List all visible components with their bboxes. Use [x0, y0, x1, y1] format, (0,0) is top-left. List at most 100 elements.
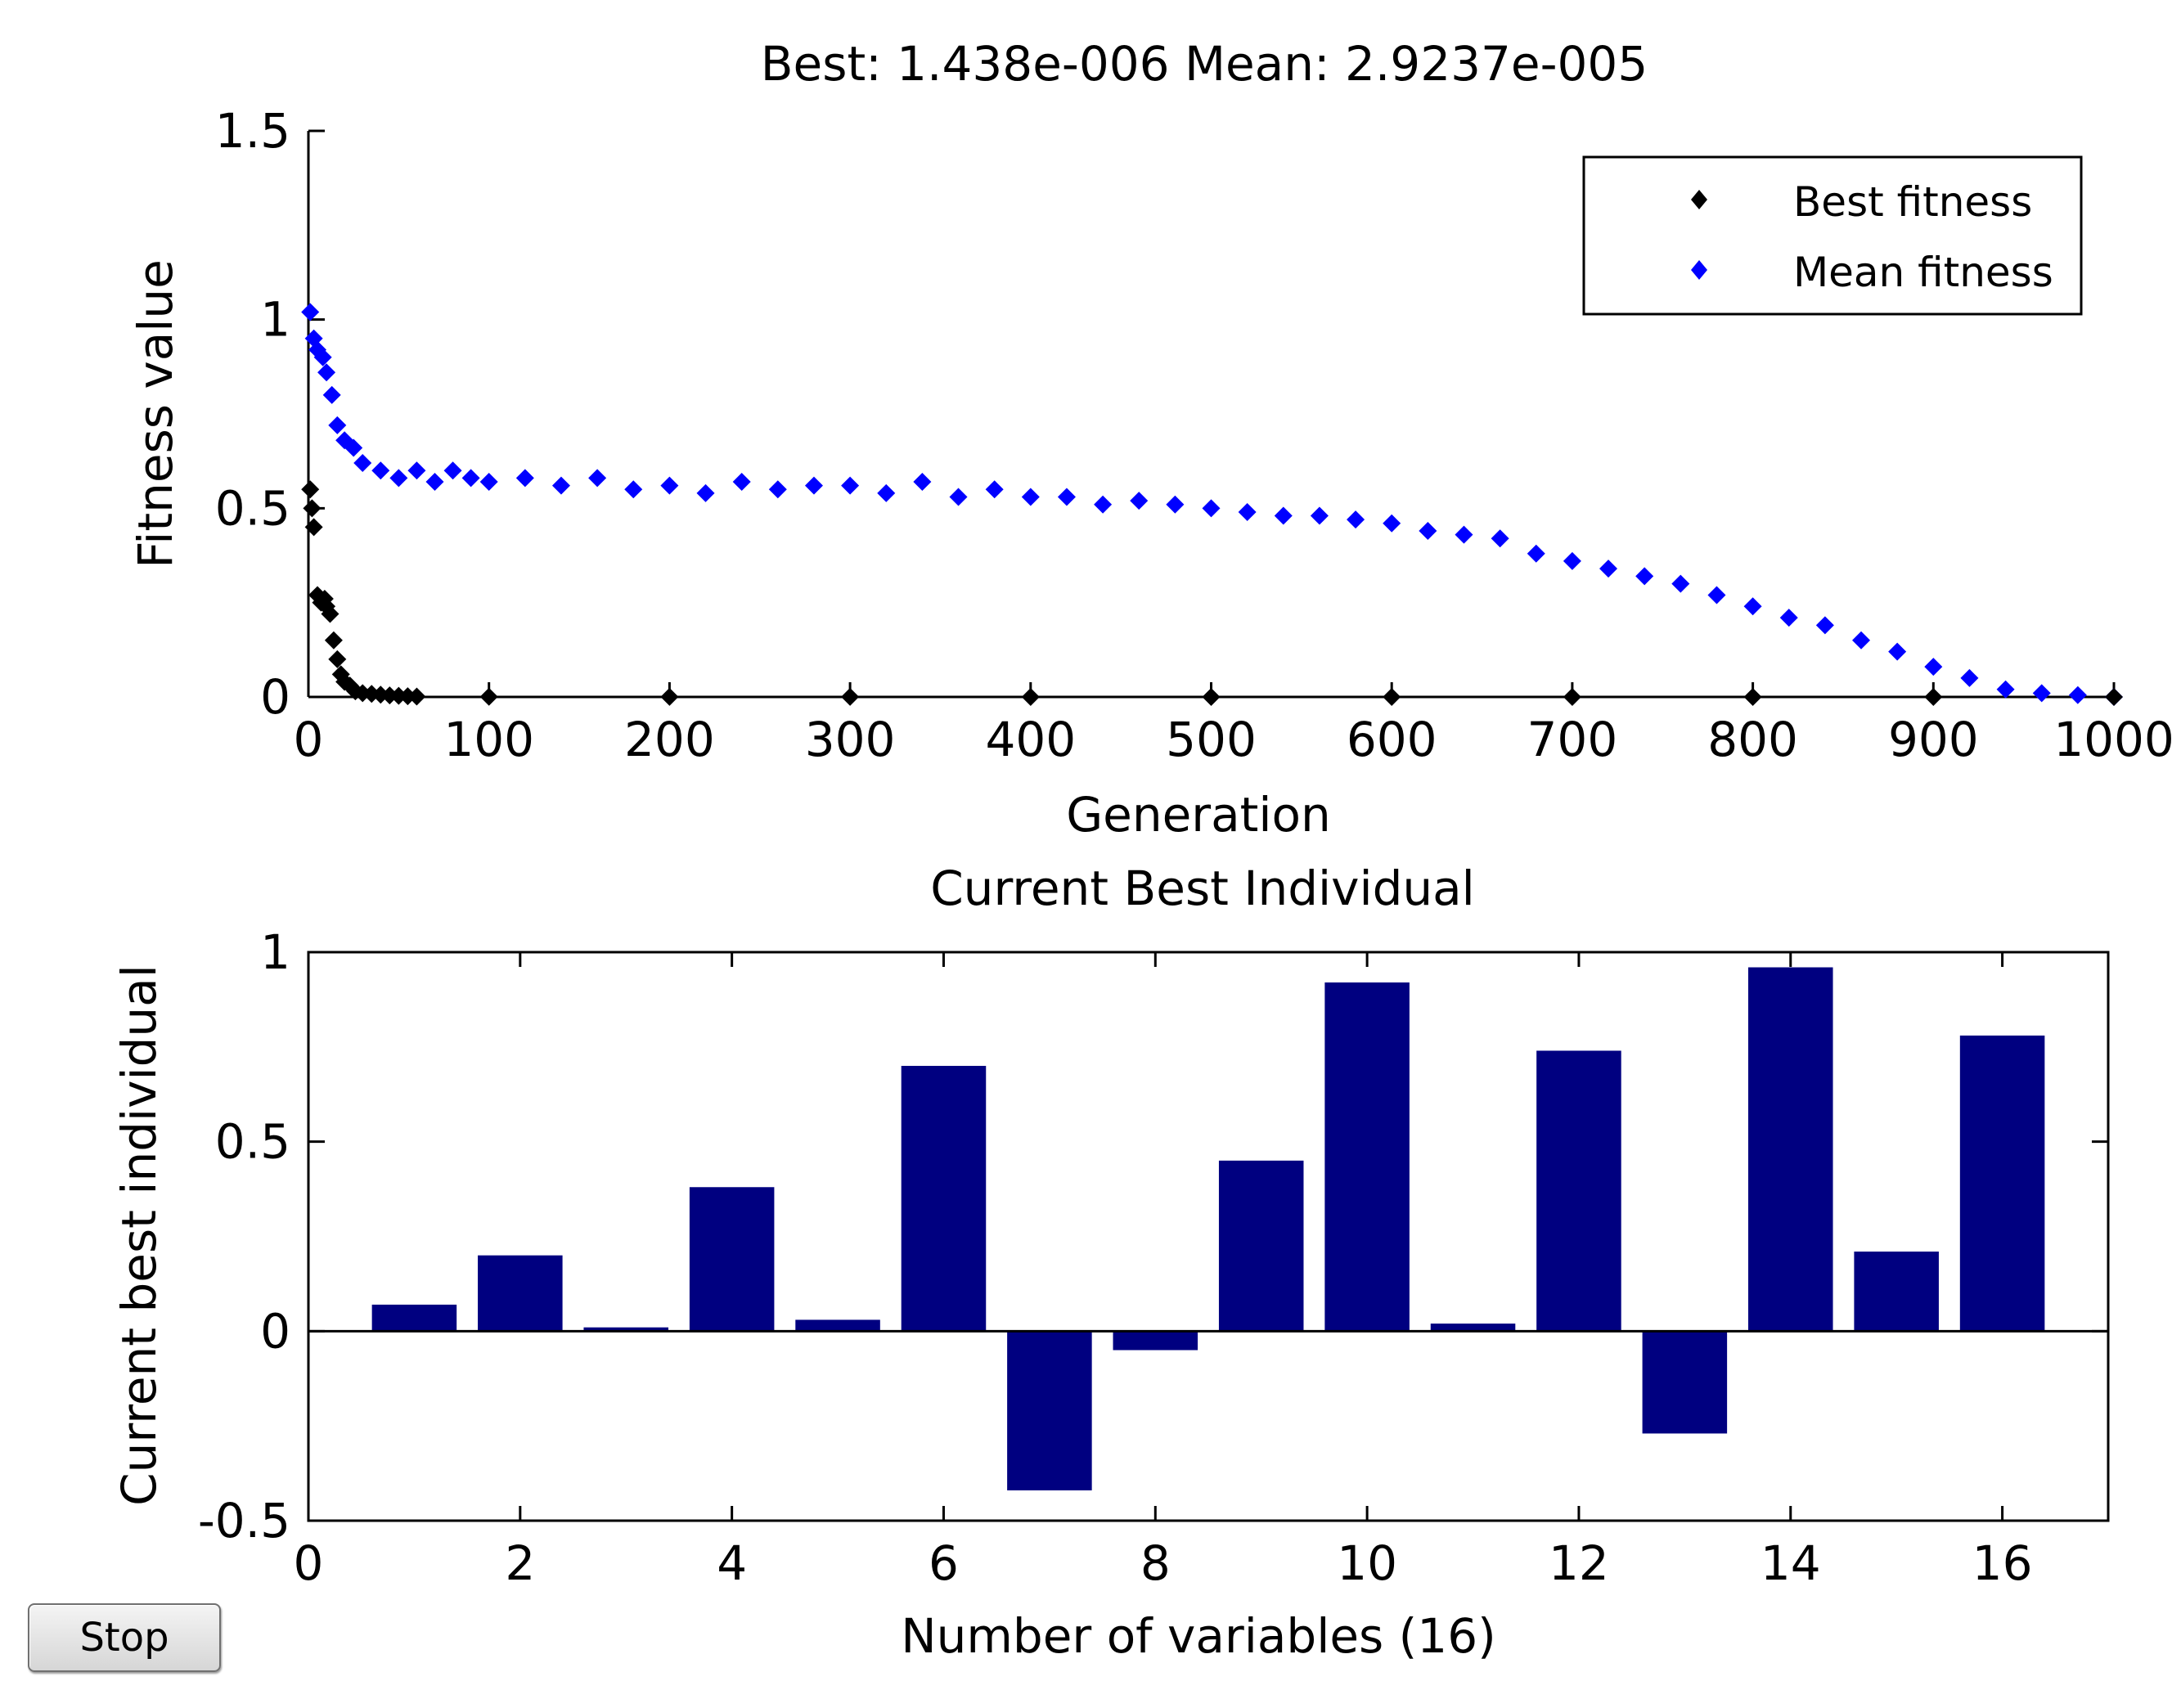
- best-fitness-point: [324, 631, 343, 649]
- mean-fitness-point: [1924, 658, 1943, 676]
- best-fitness-point: [841, 687, 860, 706]
- mean-fitness-point: [1996, 680, 2015, 699]
- fitness-x-tick-label: 600: [1347, 712, 1437, 767]
- bar-variable-6: [901, 1066, 987, 1332]
- mean-fitness-point: [389, 469, 408, 488]
- fitness-x-tick-label: 500: [1166, 712, 1257, 767]
- best-fitness-point: [2105, 687, 2123, 706]
- mean-fitness-point: [1852, 631, 1871, 649]
- mean-fitness-point: [1743, 597, 1762, 616]
- mean-fitness-point: [1815, 616, 1834, 635]
- bar-plot-frame: [307, 951, 2110, 1522]
- mean-fitness-point: [1347, 510, 1365, 529]
- fitness-y-ticks: 0 0.5 1 1.5: [215, 103, 325, 725]
- best-fitness-point: [660, 687, 679, 706]
- best-fitness-point: [479, 687, 498, 706]
- best-fitness-point: [303, 499, 322, 518]
- bar-x-tick-label: 2: [505, 1535, 535, 1591]
- mean-fitness-point: [425, 473, 444, 492]
- bar-variable-5: [795, 1319, 880, 1332]
- fitness-plot: Best: 1.438e-006 Mean: 2.9237e-005 0 0.5 1…: [128, 36, 2174, 843]
- mean-fitness-point: [1455, 525, 1473, 544]
- mean-fitness-point: [301, 303, 320, 321]
- bar-variable-10: [1324, 982, 1410, 1332]
- mean-fitness-point: [353, 453, 372, 472]
- mean-fitness-point: [443, 461, 462, 480]
- best-fitness-point: [1383, 687, 1401, 706]
- fitness-plot-title: Best: 1.438e-006 Mean: 2.9237e-005: [761, 36, 1648, 92]
- mean-fitness-point: [1491, 529, 1509, 548]
- mean-fitness-point: [479, 473, 498, 492]
- mean-fitness-point: [2032, 684, 2051, 703]
- mean-fitness-point: [1094, 495, 1113, 514]
- bar-y-tick-label: 0.5: [215, 1114, 290, 1170]
- bar-y-tick-label: 1: [260, 924, 290, 980]
- bar-variable-9: [1218, 1160, 1304, 1332]
- mean-fitness-point: [322, 385, 341, 404]
- mean-fitness-point: [1635, 567, 1654, 586]
- fitness-y-tick-label: 1: [260, 292, 290, 348]
- legend-mean-label: Mean fitness: [1793, 249, 2053, 296]
- mean-fitness-point: [1021, 488, 1040, 506]
- mean-fitness-point: [588, 469, 607, 488]
- bar-y-ticks: -0.5 0 0.5 1: [198, 924, 2108, 1548]
- mean-fitness-point: [1779, 609, 1798, 627]
- bar-x-tick-label: 12: [1549, 1535, 1609, 1591]
- bar-x-tick-label: 8: [1140, 1535, 1171, 1591]
- stop-button[interactable]: Stop: [28, 1603, 221, 1672]
- mean-fitness-point: [804, 476, 823, 495]
- current-best-plot-title: Current Best Individual: [930, 861, 1475, 916]
- bar-x-tick-label: 4: [717, 1535, 747, 1591]
- bar-y-tick-label: 0: [260, 1303, 290, 1359]
- mean-fitness-point: [1130, 492, 1149, 510]
- mean-fitness-point: [1419, 522, 1437, 541]
- best-fitness-point: [321, 605, 340, 623]
- legend-best-marker: [1691, 190, 1707, 209]
- fitness-x-tick-label: 1000: [2053, 712, 2174, 767]
- legend-best-label: Best fitness: [1793, 178, 2032, 226]
- bar-x-tick-label: 6: [929, 1535, 959, 1591]
- bar-y-axis-label: Current best individual: [111, 964, 167, 1506]
- bar-x-tick-label: 16: [1972, 1535, 2033, 1591]
- mean-fitness-point: [1527, 544, 1545, 563]
- fitness-x-tick-label: 100: [443, 712, 534, 767]
- bar-variable-3: [583, 1327, 668, 1332]
- bar-variable-16: [1959, 1035, 2045, 1332]
- fitness-x-tick-label: 800: [1707, 712, 1798, 767]
- mean-fitness-series: [301, 303, 2123, 706]
- bar-variable-13: [1642, 1331, 1728, 1434]
- best-fitness-point: [1021, 687, 1040, 706]
- bar-variable-1: [371, 1304, 457, 1332]
- bar-variable-4: [689, 1187, 775, 1332]
- fitness-y-tick-label: 1.5: [215, 103, 290, 159]
- best-fitness-point: [304, 518, 323, 537]
- bar-x-tick-label: 14: [1761, 1535, 1821, 1591]
- mean-fitness-point: [1202, 499, 1221, 518]
- mean-fitness-point: [949, 488, 968, 506]
- fitness-x-tick-label: 0: [294, 712, 324, 767]
- bar-x-tick-label: 10: [1337, 1535, 1397, 1591]
- mean-fitness-point: [696, 483, 715, 502]
- fitness-x-tick-label: 400: [985, 712, 1076, 767]
- mean-fitness-point: [1057, 488, 1076, 506]
- best-fitness-point: [301, 480, 320, 499]
- fitness-y-tick-label: 0: [260, 669, 290, 725]
- fitness-y-tick-label: 0.5: [215, 480, 290, 536]
- fitness-x-tick-label: 900: [1888, 712, 1979, 767]
- mean-fitness-point: [1888, 642, 1907, 661]
- mean-fitness-point: [313, 348, 332, 366]
- best-fitness-series: [301, 480, 2123, 706]
- mean-fitness-point: [1563, 551, 1581, 570]
- mean-fitness-point: [461, 469, 480, 488]
- mean-fitness-point: [1707, 586, 1726, 605]
- mean-fitness-point: [1383, 514, 1401, 533]
- bar-variable-7: [1007, 1331, 1092, 1490]
- mean-fitness-point: [624, 480, 643, 499]
- fitness-x-axis-label: Generation: [1066, 787, 1331, 843]
- mean-fitness-point: [768, 480, 787, 499]
- mean-fitness-point: [515, 469, 534, 488]
- mean-fitness-point: [877, 483, 896, 502]
- mean-fitness-point: [344, 438, 363, 457]
- fitness-x-ticks: 0 100 200 300 400 500 600 700 800 900 1000: [294, 682, 2174, 767]
